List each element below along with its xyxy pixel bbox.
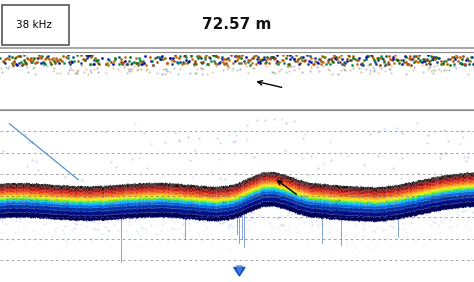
Text: 72.57 m: 72.57 m	[202, 17, 272, 32]
Polygon shape	[234, 267, 245, 276]
Polygon shape	[237, 266, 242, 274]
Text: 38 kHz: 38 kHz	[16, 20, 52, 30]
FancyBboxPatch shape	[2, 6, 69, 45]
